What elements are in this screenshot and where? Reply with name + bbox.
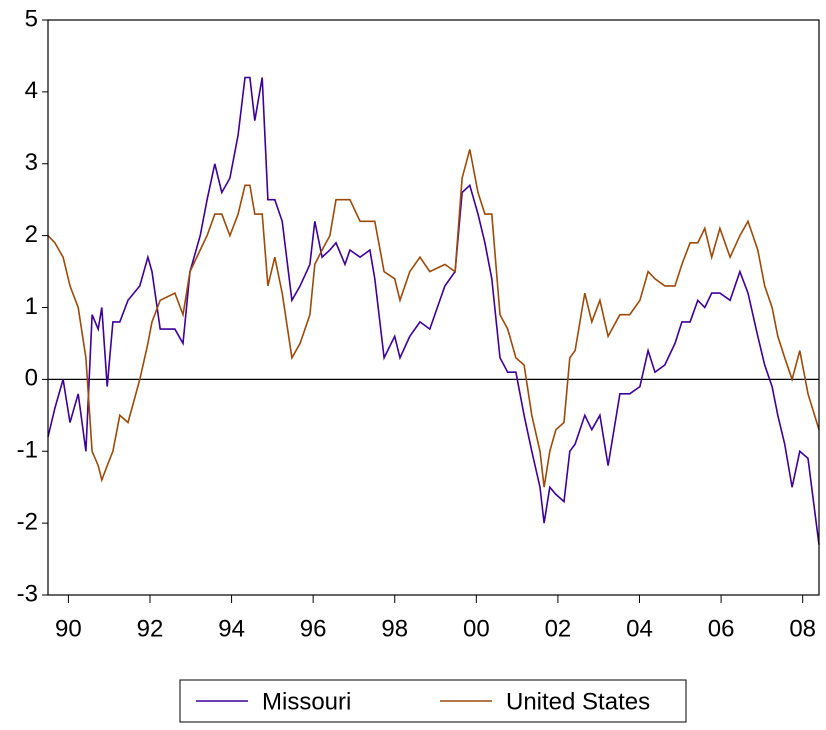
y-tick-label: 0: [25, 365, 38, 392]
x-tick-label: 04: [626, 615, 653, 642]
x-tick-label: 06: [708, 615, 735, 642]
y-tick-label: 3: [25, 149, 38, 176]
y-tick-label: 4: [25, 77, 38, 104]
x-tick-label: 92: [137, 615, 164, 642]
x-tick-label: 96: [300, 615, 327, 642]
y-tick-label: -1: [17, 437, 38, 464]
y-tick-label: 5: [25, 5, 38, 32]
x-tick-label: 00: [463, 615, 490, 642]
y-tick-label: -2: [17, 508, 38, 535]
x-tick-label: 08: [789, 615, 816, 642]
series-line: [47, 76, 820, 545]
y-tick-label: 2: [25, 221, 38, 248]
legend-label: Missouri: [262, 688, 351, 715]
x-tick-label: 98: [381, 615, 408, 642]
legend-box: [179, 679, 687, 723]
legend-label: United States: [506, 688, 650, 715]
y-tick-label: 1: [25, 293, 38, 320]
x-tick-label: 02: [545, 615, 572, 642]
x-tick-label: 90: [55, 615, 82, 642]
plot-frame: [47, 19, 820, 596]
series-line: [47, 149, 820, 488]
y-tick-label: -3: [17, 580, 38, 607]
x-tick-label: 94: [218, 615, 245, 642]
